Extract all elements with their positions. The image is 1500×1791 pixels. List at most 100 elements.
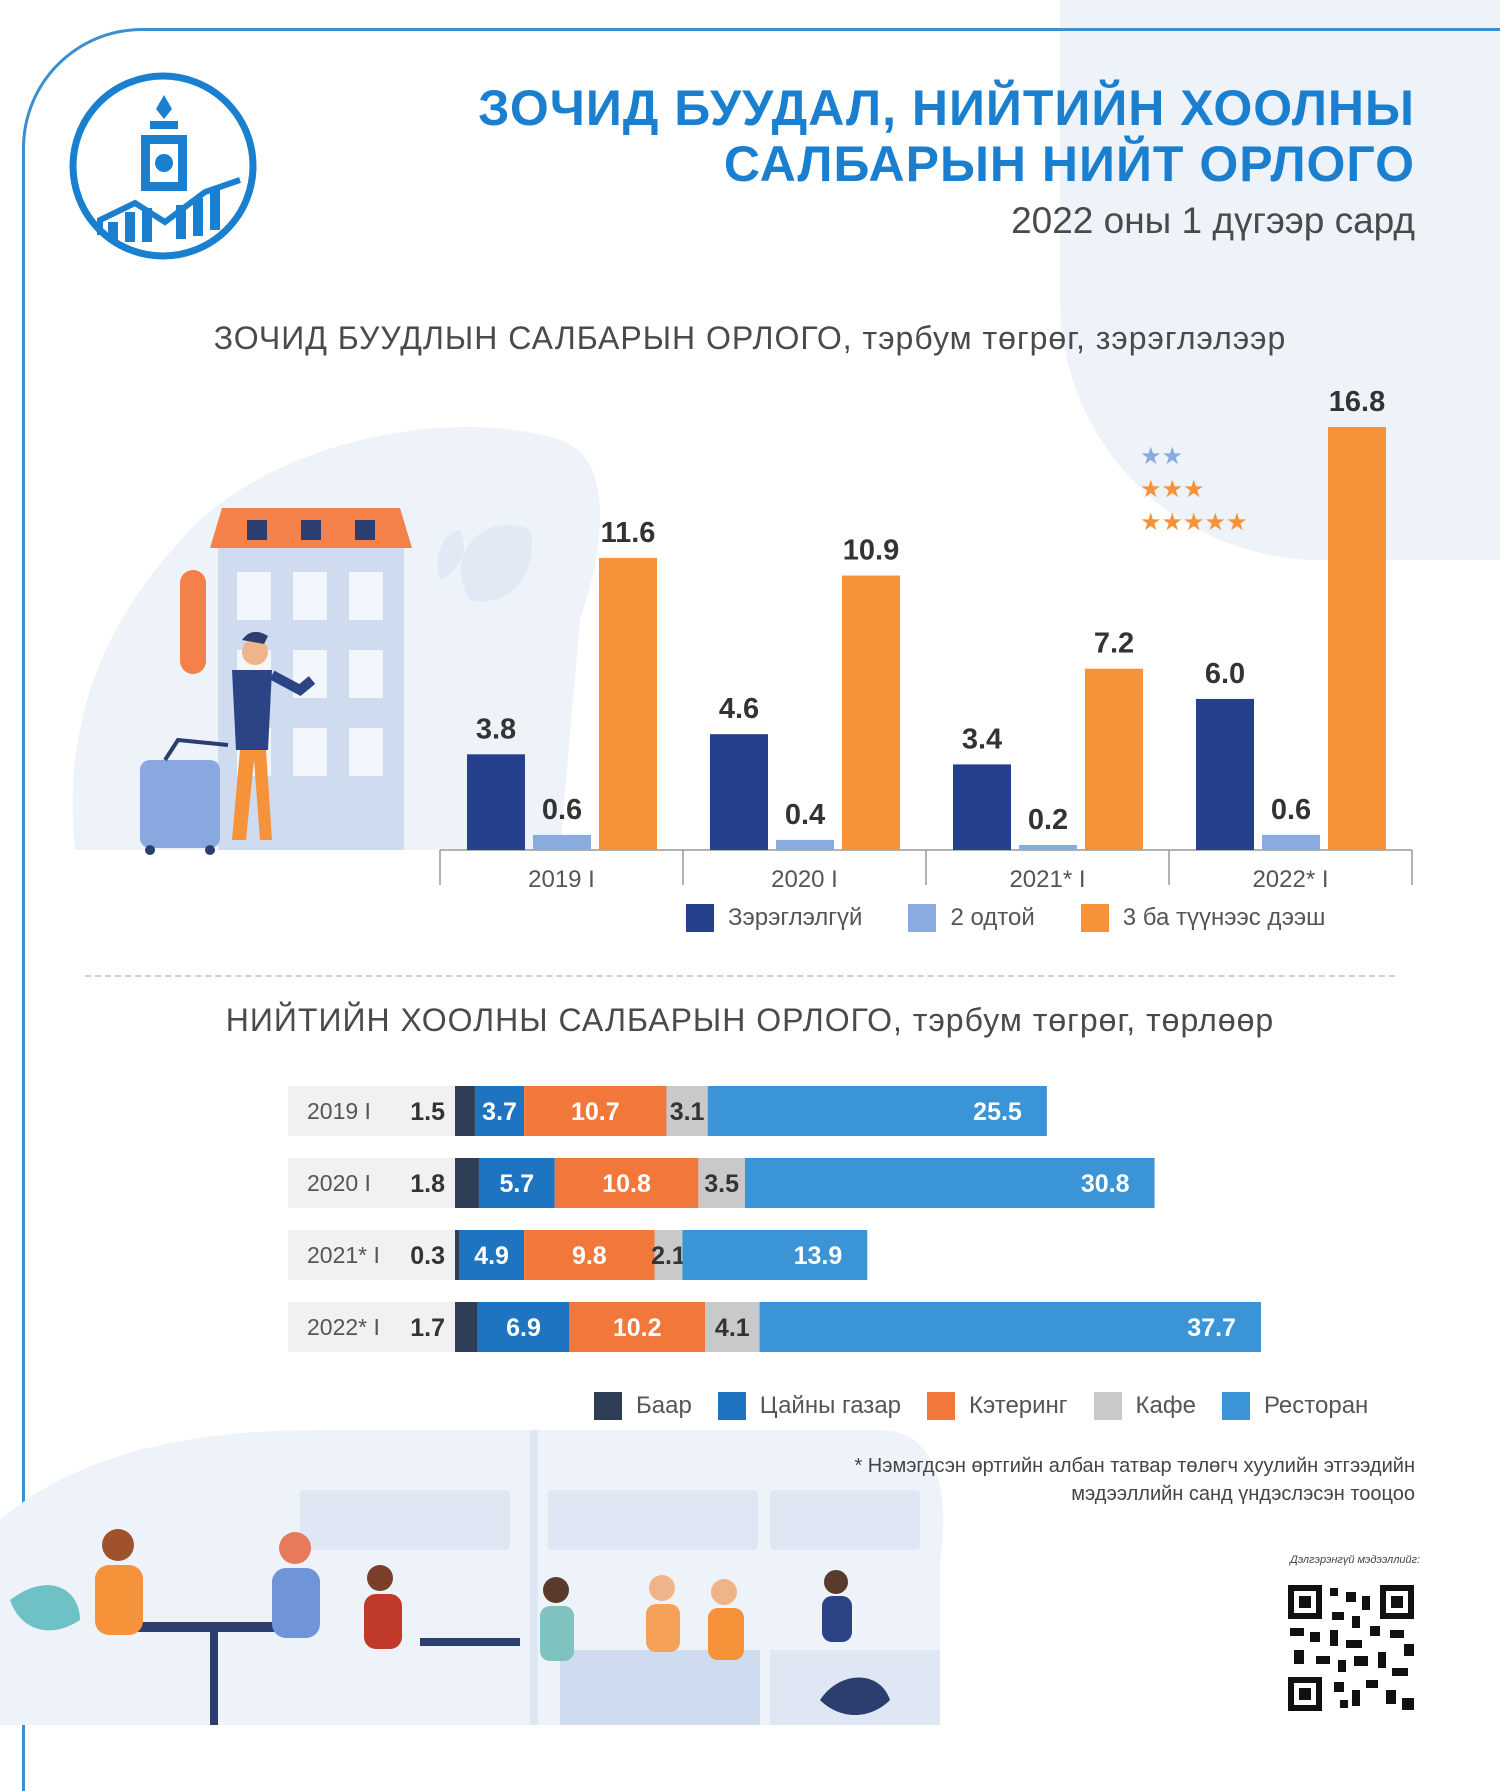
legend-swatch <box>1221 1392 1250 1420</box>
segment-label: 1.7 <box>410 1314 445 1342</box>
bar <box>1262 834 1320 850</box>
title-line-2: САЛБАРЫН НИЙТ ОРЛОГО <box>723 136 1415 192</box>
data-label: 0.6 <box>1271 794 1311 826</box>
legend-swatch <box>686 904 714 932</box>
row-label: 2019 I <box>307 1098 371 1124</box>
data-label: 4.6 <box>719 693 759 725</box>
row-label-bg <box>288 1230 455 1280</box>
segment <box>455 1302 478 1352</box>
segment-label: 10.7 <box>571 1098 620 1126</box>
hotel-legend: Зэрэглэлгүй 2 одтой 3 ба түүнээс дээш <box>686 904 1371 932</box>
bar <box>1019 844 1077 850</box>
segment <box>666 1086 708 1136</box>
row-label-bg <box>288 1086 455 1136</box>
segment-label: 1.5 <box>410 1098 445 1126</box>
segment-label: 4.9 <box>474 1242 509 1270</box>
data-label: 3.4 <box>962 723 1002 755</box>
x-tick-label: 2019 I <box>528 866 595 893</box>
bar <box>710 734 768 850</box>
bar <box>1085 668 1143 850</box>
legend-item-unrated: Зэрэглэлгүй <box>686 904 862 932</box>
row-label: 2021* I <box>307 1242 380 1268</box>
legend-label: Кафе <box>1135 1392 1196 1419</box>
segment <box>707 1086 1047 1136</box>
legend-label: Цайны газар <box>759 1392 902 1419</box>
row-label-bg <box>288 1302 455 1352</box>
segment-label: 10.8 <box>602 1170 651 1198</box>
footnote-line-2: мэдээллийн санд үндэслэсэн тооцоо <box>1071 1483 1415 1505</box>
segment <box>524 1086 667 1136</box>
segment-label: 2.1 <box>651 1242 686 1270</box>
segment-label: 3.1 <box>670 1098 705 1126</box>
bar <box>533 834 591 850</box>
food-chart-title: НИЙТИЙН ХООЛНЫ САЛБАРЫН ОРЛОГО, тэрбум т… <box>225 1002 1275 1038</box>
legend-label: Ресторан <box>1263 1392 1369 1419</box>
legend-label: Баар <box>636 1392 692 1419</box>
segment-label: 4.1 <box>715 1314 750 1342</box>
food-revenue-chart: 2019 I 1.5 3.7 10.7 3.1 25.5 2020 I 1.8 5.7 10.8 3… <box>288 1086 1261 1352</box>
hotel-chart-title: ЗОЧИД БУУДЛЫН САЛБАРЫН ОРЛОГО, тэрбум тө… <box>213 320 1287 356</box>
segment <box>554 1158 699 1208</box>
bar <box>776 839 834 850</box>
food-legend: Баар Цайны газар Кэтеринг Кафе Ресторан <box>594 1392 1368 1420</box>
page-subtitle: 2022 оны 1 дүгээр сард <box>1011 200 1415 241</box>
bar <box>467 754 525 850</box>
segment-label: 25.5 <box>973 1098 1022 1126</box>
segment <box>478 1158 555 1208</box>
row-label: 2022* I <box>307 1314 380 1340</box>
x-tick-label: 2020 I <box>771 866 838 893</box>
hotel-revenue-chart: 2019 I 3.8 0.6 11.6 2020 I 4.6 0.4 10.9 2021* I 3… <box>439 386 1413 893</box>
legend-item-tea: Цайны газар <box>717 1392 902 1420</box>
x-tick-label: 2022* I <box>1252 866 1328 893</box>
segment-label: 0.3 <box>410 1242 445 1270</box>
segment-label: 6.9 <box>506 1314 541 1342</box>
legend-item-2star: 2 одтой <box>908 904 1035 932</box>
segment <box>477 1302 570 1352</box>
data-label: 0.4 <box>785 799 825 831</box>
segment-label: 1.8 <box>410 1170 445 1198</box>
footnote-line-1: * Нэмэгдсэн өртгийн албан татвар төлөгч … <box>854 1455 1415 1477</box>
segment <box>474 1086 525 1136</box>
data-label: 3.8 <box>476 713 516 745</box>
segment-label: 13.9 <box>794 1242 843 1270</box>
legend-swatch <box>717 1392 746 1420</box>
page-frame <box>22 28 1500 1791</box>
segment <box>698 1158 745 1208</box>
data-label: 16.8 <box>1329 386 1385 418</box>
segment-label: 3.7 <box>482 1098 517 1126</box>
data-label: 6.0 <box>1205 658 1245 690</box>
bar <box>1196 698 1254 850</box>
page-title: ЗОЧИД БУУДАЛ, НИЙТИЙН ХООЛНЫ САЛБАРЫН НИ… <box>478 80 1415 192</box>
segment <box>654 1230 683 1280</box>
segment <box>455 1086 475 1136</box>
segment <box>455 1230 459 1280</box>
legend-label: Кэтеринг <box>969 1392 1068 1419</box>
legend-item-3plus: 3 ба түүнээс дээш <box>1080 904 1325 932</box>
segment <box>455 1158 479 1208</box>
legend-item-restaurant: Ресторан <box>1221 1392 1369 1420</box>
bar <box>599 557 657 850</box>
legend-item-catering: Кэтеринг <box>927 1392 1068 1420</box>
legend-item-bar: Баар <box>594 1392 692 1420</box>
data-label: 0.6 <box>542 794 582 826</box>
segment-label: 5.7 <box>499 1170 534 1198</box>
segment <box>524 1230 655 1280</box>
segment <box>458 1230 525 1280</box>
segment-label: 9.8 <box>572 1242 607 1270</box>
legend-swatch <box>1093 1392 1122 1420</box>
segment <box>759 1302 1261 1352</box>
x-tick-label: 2021* I <box>1009 866 1085 893</box>
bar <box>842 575 900 850</box>
legend-swatch <box>594 1392 622 1420</box>
section-divider <box>85 975 1395 977</box>
data-label: 7.2 <box>1094 628 1134 660</box>
segment-label: 3.5 <box>704 1170 739 1198</box>
segment-label: 10.2 <box>613 1314 662 1342</box>
data-label: 0.2 <box>1028 804 1068 836</box>
bar <box>953 764 1011 850</box>
segment <box>569 1302 706 1352</box>
legend-swatch <box>927 1392 956 1420</box>
legend-item-cafe: Кафе <box>1093 1392 1196 1420</box>
qr-label: Дэлгэрэнгүй мэдээллийг: <box>1290 1554 1421 1566</box>
row-label: 2020 I <box>307 1170 371 1196</box>
